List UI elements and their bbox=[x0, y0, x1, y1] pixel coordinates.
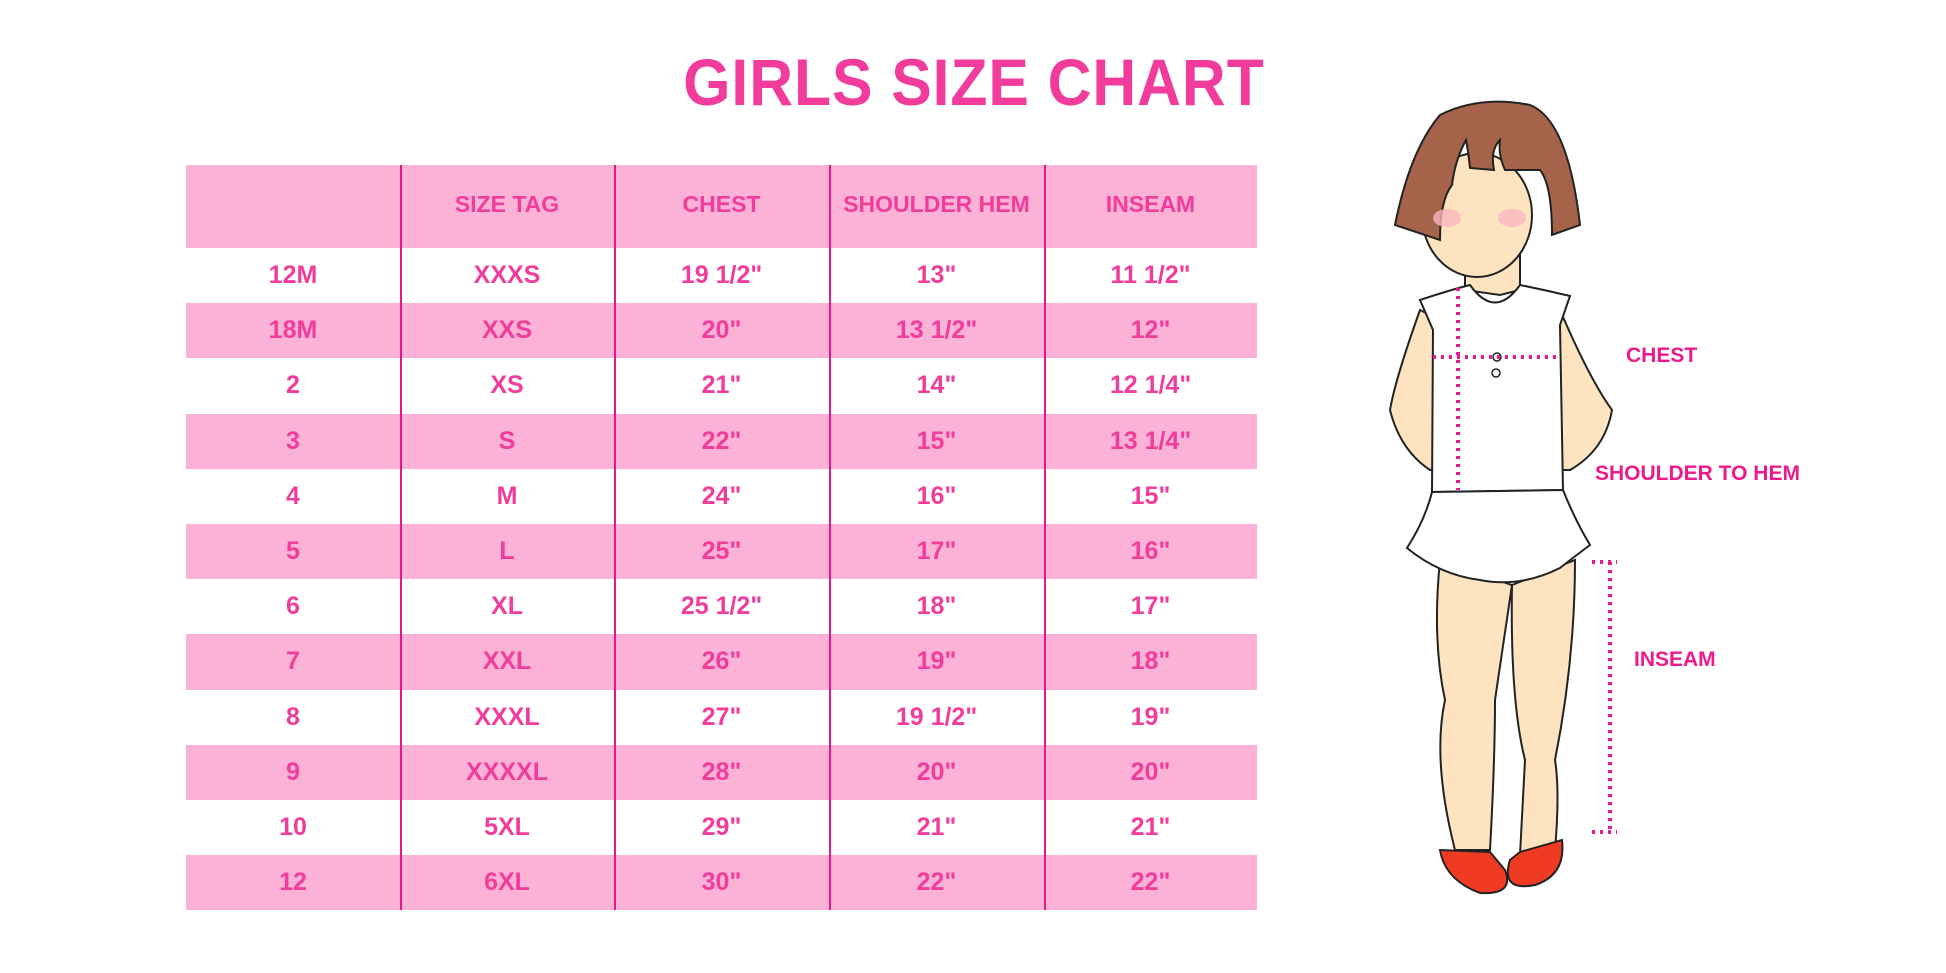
table-row: 2 XS 21" 14" 12 1/4" bbox=[186, 358, 1257, 413]
cell-size-tag: M bbox=[496, 481, 518, 510]
column-divider bbox=[614, 165, 616, 910]
skirt bbox=[1405, 488, 1592, 584]
cell-size-tag: L bbox=[499, 537, 515, 566]
cell-size-tag: XXXL bbox=[474, 702, 540, 731]
cell-size-tag: XS bbox=[490, 371, 524, 400]
cell-inseam: 18" bbox=[1130, 647, 1171, 676]
cell-inseam: 15" bbox=[1130, 481, 1171, 510]
table-row: 12M XXXS 19 1/2" 13" 11 1/2" bbox=[186, 248, 1257, 303]
cell-size-tag: XXS bbox=[481, 316, 533, 345]
cell-inseam: 12" bbox=[1130, 316, 1171, 345]
cell-size-tag: XL bbox=[491, 592, 523, 621]
table-row: 3 S 22" 15" 13 1/4" bbox=[186, 413, 1257, 469]
cell-inseam: 12 1/4" bbox=[1109, 371, 1192, 400]
header-chest: CHEST bbox=[682, 191, 761, 217]
inseam-label: INSEAM bbox=[1634, 648, 1716, 671]
cell-inseam: 22" bbox=[1130, 868, 1171, 897]
left-leg bbox=[1435, 558, 1514, 851]
cell-shoulder-hem: 21" bbox=[916, 812, 957, 841]
cell-age: 6 bbox=[286, 592, 300, 621]
cell-age: 7 bbox=[286, 647, 300, 676]
cell-age: 12 bbox=[279, 868, 307, 897]
header-shoulder-hem: SHOULDER HEM bbox=[843, 191, 1030, 217]
column-divider bbox=[1044, 165, 1046, 910]
cell-shoulder-hem: 17" bbox=[916, 537, 957, 566]
table-row: 10 5XL 29" 21" 21" bbox=[186, 800, 1257, 855]
shirt bbox=[1418, 283, 1572, 494]
right-leg bbox=[1510, 558, 1577, 857]
cell-age: 12M bbox=[268, 261, 318, 290]
table-row: 6 XL 25 1/2" 18" 17" bbox=[186, 579, 1257, 634]
right-shoe bbox=[1506, 838, 1564, 888]
cell-inseam: 19" bbox=[1130, 702, 1171, 731]
cell-chest: 28" bbox=[701, 757, 742, 786]
table-row: 9 XXXXL 28" 20" 20" bbox=[186, 744, 1257, 800]
table-row: 12 6XL 30" 22" 22" bbox=[186, 855, 1257, 911]
cell-shoulder-hem: 13 1/2" bbox=[895, 316, 978, 345]
cell-chest: 27" bbox=[701, 702, 742, 731]
cell-size-tag: 6XL bbox=[484, 868, 530, 897]
cell-chest: 22" bbox=[701, 426, 742, 455]
table-row: 8 XXXL 27" 19 1/2" 19" bbox=[186, 690, 1257, 745]
cell-chest: 29" bbox=[701, 812, 742, 841]
cell-age: 5 bbox=[286, 537, 300, 566]
cell-inseam: 20" bbox=[1130, 757, 1171, 786]
cell-inseam: 13 1/4" bbox=[1109, 426, 1192, 455]
chest-label: CHEST bbox=[1626, 344, 1698, 367]
cell-size-tag: XXXXL bbox=[466, 757, 548, 786]
cell-chest: 19 1/2" bbox=[680, 261, 763, 290]
cell-size-tag: S bbox=[498, 426, 516, 455]
hair bbox=[1393, 100, 1582, 242]
cell-inseam: 16" bbox=[1130, 537, 1171, 566]
cell-shoulder-hem: 19 1/2" bbox=[895, 702, 978, 731]
right-arm bbox=[1559, 309, 1614, 471]
cell-inseam: 17" bbox=[1130, 592, 1171, 621]
cell-chest: 24" bbox=[701, 481, 742, 510]
cell-shoulder-hem: 13" bbox=[916, 261, 957, 290]
page-title: GIRLS SIZE CHART bbox=[683, 45, 1265, 119]
shoulder-to-hem-label: SHOULDER TO HEM bbox=[1595, 462, 1800, 485]
table-row: 5 L 25" 17" 16" bbox=[186, 523, 1257, 580]
cell-age: 10 bbox=[279, 812, 307, 841]
cell-age: 9 bbox=[286, 757, 300, 786]
cell-size-tag: 5XL bbox=[484, 812, 530, 841]
left-shoe bbox=[1438, 848, 1509, 895]
cell-age: 3 bbox=[286, 426, 300, 455]
cell-shoulder-hem: 16" bbox=[916, 481, 957, 510]
table-row: 4 M 24" 16" 15" bbox=[186, 469, 1257, 524]
cell-size-tag: XXXS bbox=[473, 261, 541, 290]
header-size-tag: SIZE TAG bbox=[454, 191, 560, 217]
cell-shoulder-hem: 18" bbox=[916, 592, 957, 621]
size-table: SIZE TAG CHEST SHOULDER HEM INSEAM 12M XX… bbox=[186, 165, 1257, 911]
cell-chest: 25 1/2" bbox=[680, 592, 763, 621]
cell-shoulder-hem: 22" bbox=[916, 868, 957, 897]
cell-shoulder-hem: 15" bbox=[916, 426, 957, 455]
cell-chest: 21" bbox=[701, 371, 742, 400]
cell-shoulder-hem: 20" bbox=[916, 757, 957, 786]
cell-age: 18M bbox=[268, 316, 318, 345]
cell-shoulder-hem: 19" bbox=[916, 647, 957, 676]
cell-chest: 26" bbox=[701, 647, 742, 676]
cell-chest: 30" bbox=[701, 868, 742, 897]
table-row: 7 XXL 26" 19" 18" bbox=[186, 634, 1257, 690]
column-divider bbox=[829, 165, 831, 910]
cell-inseam: 21" bbox=[1130, 812, 1171, 841]
cell-age: 2 bbox=[286, 371, 300, 400]
cell-shoulder-hem: 14" bbox=[916, 371, 957, 400]
table-row: 18M XXS 20" 13 1/2" 12" bbox=[186, 303, 1257, 359]
column-divider bbox=[400, 165, 402, 910]
cell-inseam: 11 1/2" bbox=[1110, 261, 1191, 290]
left-arm bbox=[1388, 308, 1441, 471]
cell-age: 8 bbox=[286, 702, 300, 731]
cell-chest: 20" bbox=[701, 316, 742, 345]
cell-age: 4 bbox=[286, 481, 300, 510]
header-inseam: INSEAM bbox=[1105, 191, 1196, 217]
cell-size-tag: XXL bbox=[482, 647, 532, 676]
cell-chest: 25" bbox=[701, 537, 742, 566]
table-header: SIZE TAG CHEST SHOULDER HEM INSEAM bbox=[186, 165, 1257, 248]
